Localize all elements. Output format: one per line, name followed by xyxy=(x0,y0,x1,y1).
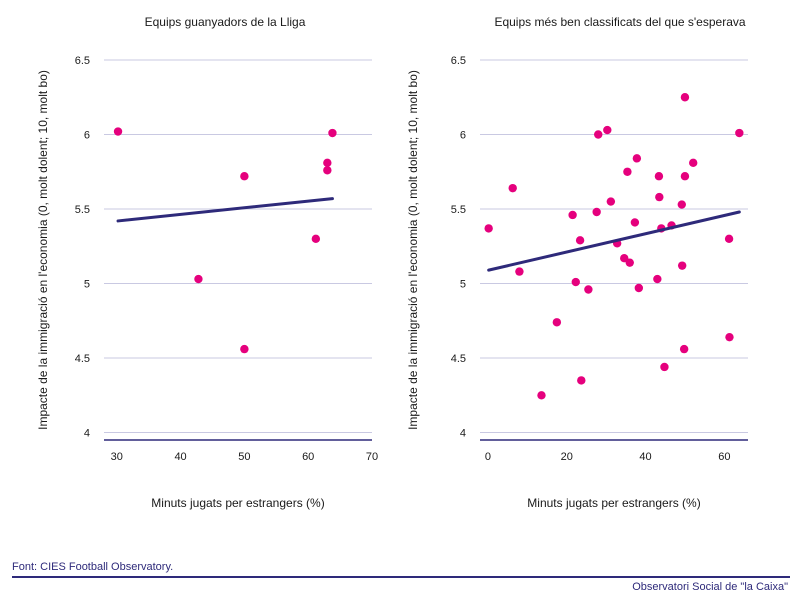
data-point xyxy=(630,218,640,227)
data-point xyxy=(677,261,687,270)
data-point xyxy=(735,128,744,138)
data-point xyxy=(653,274,662,284)
x-tick-label: 70 xyxy=(366,451,378,463)
data-point xyxy=(689,158,698,168)
y-axis-title: Impacte de la immigració en l'economia (… xyxy=(406,70,420,430)
x-tick-label: 40 xyxy=(174,451,186,463)
data-point xyxy=(537,391,546,400)
data-point xyxy=(508,183,517,193)
chart-title: Equips més ben classificats del que s'es… xyxy=(494,15,745,29)
data-point xyxy=(677,200,686,209)
y-tick-label: 6.5 xyxy=(75,55,90,67)
brand-label: Observatori Social de "la Caixa" xyxy=(632,581,788,593)
x-tick-label: 60 xyxy=(718,451,730,463)
y-axis-title: Impacte de la immigració en l'economia (… xyxy=(36,70,50,430)
chart-panel-1: Equips guanyadors de la Lliga 4 4.5 5 5.5 6 6.… xyxy=(36,15,378,510)
data-point xyxy=(568,210,577,220)
data-point xyxy=(603,125,612,135)
data-point xyxy=(577,376,586,385)
data-point xyxy=(680,93,690,102)
x-tick-label: 0 xyxy=(485,451,491,463)
data-point xyxy=(679,344,689,354)
x-tick-label: 30 xyxy=(111,451,123,463)
data-point xyxy=(240,344,249,354)
x-tick-label: 20 xyxy=(561,451,573,463)
data-point xyxy=(323,158,332,168)
x-axis-title: Minuts jugats per estrangers (%) xyxy=(151,496,324,510)
data-point xyxy=(592,207,601,217)
data-point xyxy=(654,172,664,181)
data-point xyxy=(655,192,664,202)
data-point xyxy=(632,154,642,163)
y-tick-label: 4 xyxy=(84,428,90,440)
y-tick-label: 4.5 xyxy=(451,353,466,365)
data-point xyxy=(575,236,585,245)
data-point xyxy=(240,172,249,181)
data-point xyxy=(660,362,669,372)
data-point xyxy=(634,283,644,293)
x-tick-label: 40 xyxy=(639,451,651,463)
x-axis-title: Minuts jugats per estrangers (%) xyxy=(527,496,700,510)
chart-panel-2: Equips més ben classificats del que s'es… xyxy=(406,15,748,510)
data-point xyxy=(113,127,123,136)
data-point xyxy=(552,318,562,327)
data-point xyxy=(680,172,690,181)
trendline xyxy=(116,197,334,223)
data-point xyxy=(606,197,616,206)
data-point xyxy=(323,166,332,175)
y-tick-label: 5.5 xyxy=(75,204,90,216)
data-point xyxy=(311,234,321,244)
data-point xyxy=(484,224,493,233)
data-point xyxy=(725,332,734,342)
x-tick-label: 60 xyxy=(302,451,314,463)
y-tick-label: 6.5 xyxy=(451,55,466,67)
y-tick-label: 6 xyxy=(460,130,466,142)
data-point xyxy=(625,258,634,267)
y-tick-label: 5.5 xyxy=(451,204,466,216)
y-tick-label: 6 xyxy=(84,130,90,142)
data-point xyxy=(623,167,632,176)
data-point xyxy=(328,128,337,138)
footer-divider xyxy=(12,576,790,578)
trendline xyxy=(487,210,741,272)
x-tick-label: 50 xyxy=(238,451,250,463)
source-note: Font: CIES Football Observatory. xyxy=(12,561,174,573)
y-tick-label: 4 xyxy=(460,428,466,440)
data-point xyxy=(571,277,580,287)
data-point xyxy=(515,267,524,276)
data-point xyxy=(724,234,734,244)
data-point xyxy=(584,285,593,294)
y-tick-label: 5 xyxy=(84,279,90,291)
data-point xyxy=(194,274,203,284)
data-point xyxy=(594,130,603,139)
chart-title: Equips guanyadors de la Lliga xyxy=(145,15,306,29)
y-tick-label: 4.5 xyxy=(75,353,90,365)
y-tick-label: 5 xyxy=(460,279,466,291)
